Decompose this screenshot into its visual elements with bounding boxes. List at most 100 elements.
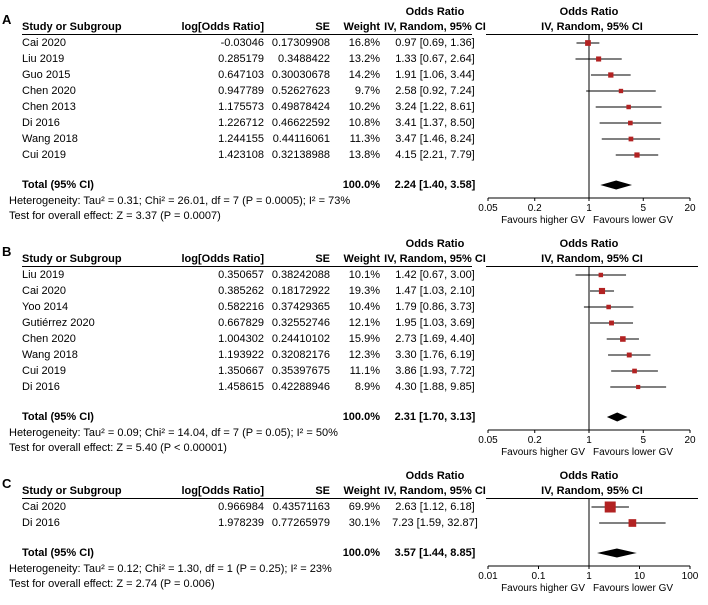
study-weight: 10.2%	[348, 101, 380, 113]
study-se: 0.38242088	[271, 269, 330, 281]
total-ci: 3.57 [1.44, 8.85]	[394, 547, 476, 559]
total-row: Total (95% CI) 100.0% 3.57 [1.44, 8.85]	[4, 545, 706, 561]
total-label: Total (95% CI)	[22, 547, 94, 559]
col-weight-header: Weight	[343, 484, 380, 497]
heterogeneity-row: Heterogeneity: Tau² = 0.12; Chi² = 1.30,…	[4, 561, 706, 576]
study-name: Gutiérrez 2020	[22, 317, 95, 329]
study-log-odds-ratio: -0.03046	[220, 37, 264, 49]
effect-square	[609, 320, 614, 326]
col-study-header: Study or Subgroup	[22, 484, 122, 497]
axis-tick-label: 100	[682, 571, 699, 582]
study-se: 0.46622592	[271, 117, 330, 129]
forest-panel: C Odds Ratio Odds Ratio Study or Subgrou…	[2, 469, 706, 598]
study-weight: 9.7%	[354, 85, 380, 97]
effect-square	[618, 88, 624, 94]
study-weight: 16.8%	[348, 37, 380, 49]
study-ci: 3.47 [1.46, 8.24]	[395, 133, 475, 145]
heterogeneity-text: Heterogeneity: Tau² = 0.31; Chi² = 26.01…	[9, 194, 351, 207]
col-study-header: Study or Subgroup	[22, 252, 122, 265]
study-log-odds-ratio: 1.244155	[218, 133, 264, 145]
study-weight: 10.8%	[348, 117, 380, 129]
or-header-left: Odds Ratio	[405, 469, 465, 482]
favours-right-label: Favours lower GV	[593, 583, 673, 594]
study-log-odds-ratio: 0.966984	[218, 501, 264, 513]
study-name: Cai 2020	[22, 501, 67, 513]
effect-measure-header-row: Odds Ratio Odds Ratio	[4, 5, 706, 18]
effect-square	[632, 368, 637, 374]
study-name: Chen 2013	[22, 101, 76, 113]
study-ci: 2.63 [1.12, 6.18]	[395, 501, 475, 513]
overall-effect-row: Test for overall effect: Z = 2.74 (P = 0…	[4, 576, 706, 591]
study-row: Cai 2020 -0.03046 0.17309908 16.8% 0.97 …	[4, 35, 706, 51]
total-ci: 2.24 [1.40, 3.58]	[394, 179, 476, 191]
col-logor-header: log[Odds Ratio]	[181, 252, 265, 265]
study-name: Yoo 2014	[22, 301, 69, 313]
effect-measure-header-row: Odds Ratio Odds Ratio	[4, 469, 706, 482]
study-log-odds-ratio: 1.193922	[218, 349, 264, 361]
forest-panel: A Odds Ratio Odds Ratio Study or Subgrou…	[2, 5, 706, 230]
total-weight: 100.0%	[342, 547, 380, 559]
effect-square	[606, 304, 611, 310]
study-weight: 13.2%	[348, 53, 380, 65]
column-header-row: Study or Subgroup log[Odds Ratio] SE Wei…	[4, 482, 706, 499]
study-ci: 2.73 [1.69, 4.40]	[395, 333, 475, 345]
study-weight: 15.9%	[348, 333, 380, 345]
study-se: 0.32138988	[271, 149, 330, 161]
study-log-odds-ratio: 0.385262	[218, 285, 264, 297]
overall-effect-row: Test for overall effect: Z = 5.40 (P < 0…	[4, 440, 706, 455]
study-log-odds-ratio: 0.947789	[218, 85, 264, 97]
study-weight: 14.2%	[348, 69, 380, 81]
study-se: 0.24410102	[271, 333, 330, 345]
or-header-left: Odds Ratio	[405, 5, 465, 18]
favours-left-label: Favours higher GV	[501, 215, 585, 226]
study-log-odds-ratio: 1.226712	[218, 117, 264, 129]
effect-square	[628, 136, 634, 142]
or-header-right: Odds Ratio	[559, 5, 619, 18]
study-name: Liu 2019	[22, 53, 65, 65]
effect-square	[598, 287, 606, 295]
overall-effect-row: Test for overall effect: Z = 3.37 (P = 0…	[4, 208, 706, 223]
study-log-odds-ratio: 1.004302	[218, 333, 264, 345]
study-name: Liu 2019	[22, 269, 65, 281]
study-row: Liu 2019 0.285179 0.3488422 13.2% 1.33 […	[4, 51, 706, 67]
effect-square	[636, 384, 641, 390]
forest-plot-canvas: 0.05 0.2 1 5 20 Favours higher GV Favours lowe…	[478, 35, 696, 226]
axis-tick-label: 1	[586, 435, 592, 446]
study-ci: 3.30 [1.76, 6.19]	[395, 349, 475, 361]
favours-left-label: Favours higher GV	[501, 447, 585, 458]
study-se: 0.49878424	[271, 101, 330, 113]
effect-square	[585, 40, 591, 46]
effect-square	[598, 272, 604, 278]
study-weight: 12.3%	[348, 349, 380, 361]
axis-tick-label: 0.2	[528, 435, 542, 446]
study-ci: 3.86 [1.93, 7.72]	[395, 365, 475, 377]
total-weight: 100.0%	[342, 411, 380, 423]
effect-square	[634, 152, 640, 158]
study-weight: 69.9%	[348, 501, 380, 513]
study-weight: 10.4%	[348, 301, 380, 313]
study-log-odds-ratio: 1.175573	[218, 101, 264, 113]
study-name: Cui 2019	[22, 365, 67, 377]
total-label: Total (95% CI)	[22, 179, 94, 191]
total-diamond	[596, 548, 637, 558]
study-log-odds-ratio: 1.423108	[218, 149, 264, 161]
col-plot-ci-header: IV, Random, 95% CI	[486, 18, 698, 35]
col-se-header: SE	[315, 20, 330, 33]
study-se: 0.3488422	[278, 53, 330, 65]
study-row: Wang 2018 1.193922 0.32082176 12.3% 3.30…	[4, 347, 706, 363]
study-log-odds-ratio: 0.582216	[218, 301, 264, 313]
study-name: Chen 2020	[22, 333, 76, 345]
study-weight: 19.3%	[348, 285, 380, 297]
col-study-header: Study or Subgroup	[22, 20, 122, 33]
favours-right-label: Favours lower GV	[593, 215, 673, 226]
heterogeneity-row: Heterogeneity: Tau² = 0.31; Chi² = 26.01…	[4, 193, 706, 208]
study-se: 0.17309908	[271, 37, 330, 49]
study-name: Di 2016	[22, 517, 60, 529]
heterogeneity-text: Heterogeneity: Tau² = 0.09; Chi² = 14.04…	[9, 426, 338, 439]
heterogeneity-row: Heterogeneity: Tau² = 0.09; Chi² = 14.04…	[4, 425, 706, 440]
study-row: Chen 2013 1.175573 0.49878424 10.2% 3.24…	[4, 99, 706, 115]
study-row: Yoo 2014 0.582216 0.37429365 10.4% 1.79 …	[4, 299, 706, 315]
study-row: Cui 2019 1.350667 0.35397675 11.1% 3.86 …	[4, 363, 706, 379]
or-header-right: Odds Ratio	[559, 469, 619, 482]
